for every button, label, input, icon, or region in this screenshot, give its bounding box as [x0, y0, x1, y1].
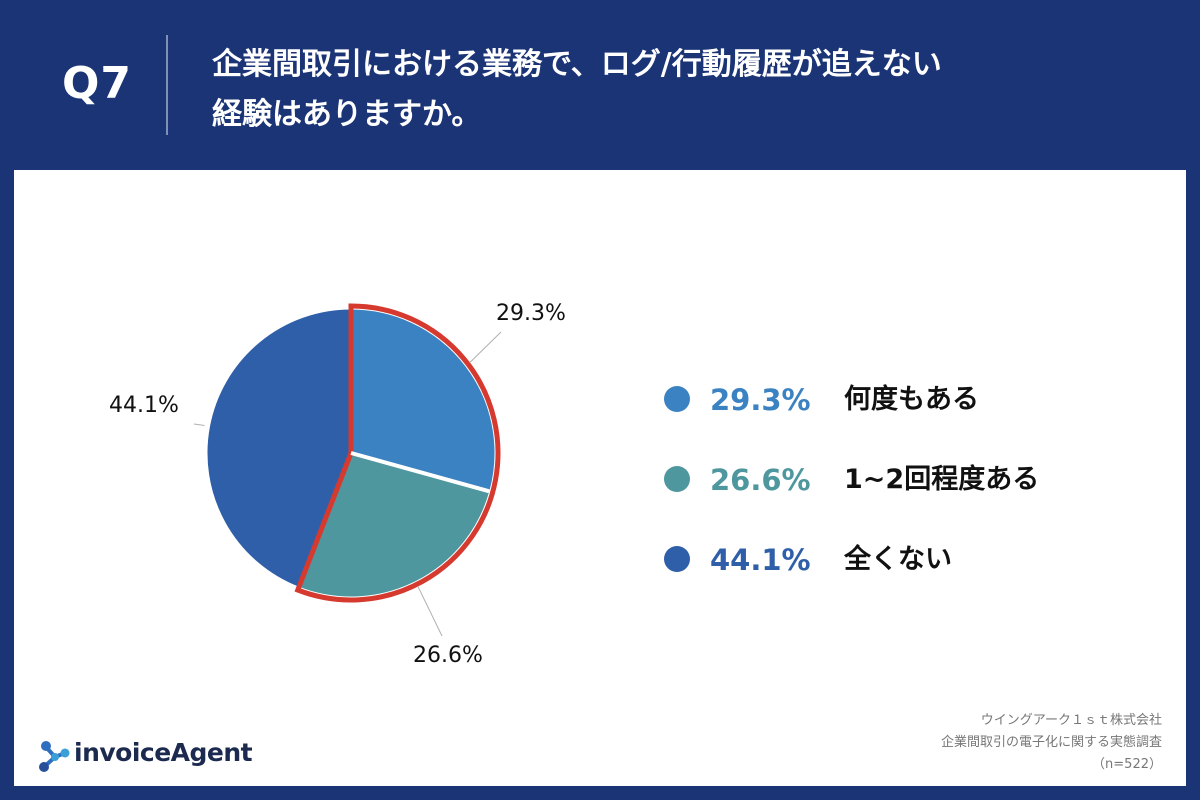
- question-line-1: 企業間取引における業務で、ログ/行動履歴が追えない: [212, 47, 942, 82]
- slice-never: [204, 306, 353, 591]
- invoiceagent-logo: invoiceAgent: [36, 736, 276, 776]
- pie-data-labels: 29.3% 26.6% 44.1%: [109, 301, 566, 668]
- credit-company: ウイングアーク１ｓｔ株式会社: [980, 713, 1162, 728]
- question-title: 企業間取引における業務で、ログ/行動履歴が追えない 経験はありますか。: [212, 40, 942, 140]
- pie-leader-lines: [193, 331, 502, 637]
- header: Q7 企業間取引における業務で、ログ/行動履歴が追えない 経験はありますか。: [0, 0, 1200, 170]
- pie-chart: 29.3% 26.6% 44.1%: [109, 301, 566, 668]
- highlight-outline: [294, 303, 501, 603]
- legend-item-never: 44.1% 全くない: [664, 540, 1124, 580]
- leader-once-or-twice: [417, 585, 443, 637]
- credit-sample: （n=522）: [1092, 757, 1162, 772]
- legend-dot-never: [664, 546, 690, 572]
- leader-often: [469, 331, 502, 364]
- header-divider: [166, 35, 168, 135]
- label-never: 44.1%: [109, 393, 179, 418]
- leader-never: [193, 423, 205, 427]
- legend-pct-once-or-twice: 26.6%: [710, 463, 811, 497]
- legend-item-often: 29.3% 何度もある: [664, 380, 1124, 420]
- pie-slices: [204, 306, 498, 600]
- credit-survey: 企業間取引の電子化に関する実態調査: [940, 735, 1162, 750]
- legend-label-once-or-twice: 1~2回程度ある: [844, 464, 1040, 495]
- credits: ウイングアーク１ｓｔ株式会社 企業間取引の電子化に関する実態調査 （n=522）: [941, 710, 1162, 776]
- question-line-2: 経験はありますか。: [212, 97, 482, 132]
- legend-pct-often: 29.3%: [710, 383, 811, 417]
- legend-label-often: 何度もある: [844, 384, 979, 415]
- legend-pct-never: 44.1%: [710, 543, 811, 577]
- logo-text: invoiceAgent: [74, 738, 253, 767]
- pie-highlight: [294, 303, 501, 603]
- label-often: 29.3%: [496, 301, 566, 326]
- legend-label-never: 全くない: [844, 544, 952, 575]
- label-once-or-twice: 26.6%: [413, 643, 483, 668]
- chart-panel: 29.3% 26.6% 44.1% 29.3% 何度もある 26.6% 1~2回程度…: [14, 170, 1186, 786]
- legend-dot-once-or-twice: [664, 466, 690, 492]
- slice-divider: [350, 451, 490, 494]
- legend-dot-often: [664, 386, 690, 412]
- question-number: Q7: [62, 58, 133, 109]
- legend-item-once-or-twice: 26.6% 1~2回程度ある: [664, 460, 1124, 500]
- logo-molecule-icon: [39, 741, 70, 772]
